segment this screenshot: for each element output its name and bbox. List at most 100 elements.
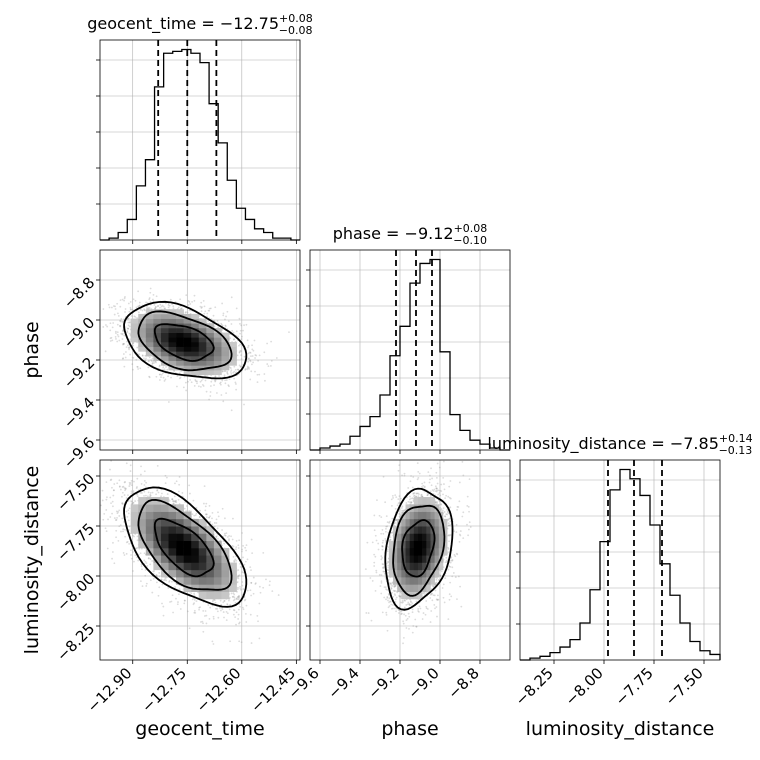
density-cell <box>213 351 222 357</box>
sample-point <box>210 318 213 320</box>
sample-point <box>148 376 151 379</box>
sample-point <box>239 332 241 335</box>
density-cell <box>176 360 184 366</box>
sample-point <box>121 298 124 301</box>
sample-point <box>121 502 124 504</box>
sample-point <box>239 605 241 608</box>
sample-point <box>162 376 165 379</box>
sample-point <box>227 384 230 387</box>
sample-point <box>145 481 148 484</box>
density-contour <box>123 300 248 380</box>
histogram-bar <box>255 229 264 240</box>
sample-point <box>233 596 236 599</box>
density-cell <box>160 323 169 329</box>
sample-point <box>177 490 180 493</box>
sample-point <box>238 598 240 600</box>
sample-point <box>173 500 176 503</box>
sample-point <box>226 310 229 313</box>
sample-point <box>128 310 131 313</box>
sample-point <box>168 579 171 582</box>
density-cell <box>213 327 222 333</box>
sample-point <box>123 365 126 368</box>
sample-point <box>271 590 274 593</box>
sample-point <box>213 525 216 528</box>
sample-point <box>180 307 183 310</box>
density-cell <box>213 337 222 343</box>
sample-point <box>229 640 232 643</box>
density-cell <box>145 346 154 352</box>
sample-point <box>145 585 148 587</box>
sample-point <box>122 342 125 345</box>
sample-point <box>232 595 235 598</box>
sample-point <box>119 299 122 302</box>
sample-point <box>92 315 94 317</box>
y-tick-label: −9.0 <box>60 314 98 352</box>
sample-point <box>221 324 224 327</box>
sample-point <box>158 379 161 381</box>
sample-point <box>252 361 255 364</box>
sample-point <box>223 374 226 377</box>
sample-point <box>242 608 245 611</box>
sample-point <box>237 608 240 611</box>
sample-point <box>123 299 125 302</box>
density-cell <box>198 360 207 366</box>
density-cell <box>183 313 192 319</box>
sample-point <box>245 549 247 552</box>
sample-point <box>105 324 107 326</box>
sample-point <box>122 357 124 360</box>
sample-point <box>145 582 148 585</box>
sample-point <box>148 360 150 362</box>
sample-point <box>117 312 119 315</box>
sample-point <box>132 342 134 345</box>
density-cell <box>183 365 192 371</box>
sample-point <box>225 392 228 395</box>
sample-point <box>119 325 122 328</box>
sample-point <box>151 560 154 562</box>
sample-point <box>152 570 155 573</box>
sample-point <box>117 315 120 317</box>
sample-point <box>119 325 122 327</box>
sample-point <box>155 375 158 378</box>
sample-point <box>221 379 224 382</box>
sample-point <box>263 351 266 354</box>
sample-point <box>205 622 208 625</box>
histogram-bar <box>360 426 370 450</box>
sample-point <box>235 371 238 374</box>
sample-point <box>254 357 256 359</box>
sample-point <box>130 557 133 560</box>
sample-point <box>257 620 259 623</box>
sample-point <box>227 320 230 323</box>
sample-point <box>163 368 166 371</box>
sample-point <box>106 325 109 328</box>
sample-point <box>208 504 211 507</box>
sample-point <box>277 594 280 596</box>
sample-point <box>147 366 150 369</box>
sample-point <box>244 368 247 371</box>
sample-point <box>135 306 138 309</box>
sample-point <box>107 303 110 306</box>
diag-luminosity_distance-panel: −8.25 −8.00 −7.75 −7.50luminosity_distance … <box>487 432 752 709</box>
sample-point <box>138 304 141 307</box>
sample-point <box>194 379 197 381</box>
sample-point <box>202 610 205 612</box>
sample-point <box>136 477 139 480</box>
sample-point <box>189 492 191 495</box>
sample-point <box>155 295 158 298</box>
sample-point <box>137 305 139 308</box>
sample-point <box>124 488 127 490</box>
sample-point <box>217 511 219 514</box>
sample-point <box>102 518 105 521</box>
sample-point <box>196 382 198 385</box>
sample-point <box>126 330 129 332</box>
density-cell <box>176 309 184 315</box>
sample-point <box>269 365 272 367</box>
density-cell <box>145 318 154 324</box>
histogram-bar <box>540 656 550 660</box>
sample-point <box>189 303 192 305</box>
sample-point <box>255 354 258 357</box>
density-cell <box>168 360 177 366</box>
histogram-bar <box>173 51 182 240</box>
sample-point <box>219 381 222 384</box>
sample-point <box>253 339 256 342</box>
sample-point <box>239 588 242 591</box>
